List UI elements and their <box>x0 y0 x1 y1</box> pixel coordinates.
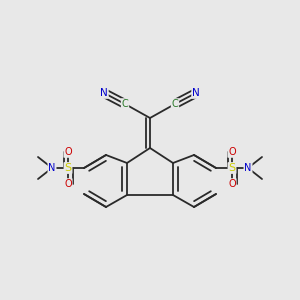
Text: C: C <box>172 99 178 109</box>
Text: O: O <box>64 179 72 189</box>
Text: N: N <box>244 163 252 173</box>
Text: S: S <box>228 163 236 173</box>
Text: N: N <box>192 88 200 98</box>
Text: O: O <box>64 147 72 157</box>
Text: O: O <box>228 147 236 157</box>
Text: S: S <box>64 163 72 173</box>
Text: N: N <box>48 163 56 173</box>
Text: O: O <box>228 179 236 189</box>
Text: N: N <box>100 88 108 98</box>
Text: C: C <box>122 99 128 109</box>
